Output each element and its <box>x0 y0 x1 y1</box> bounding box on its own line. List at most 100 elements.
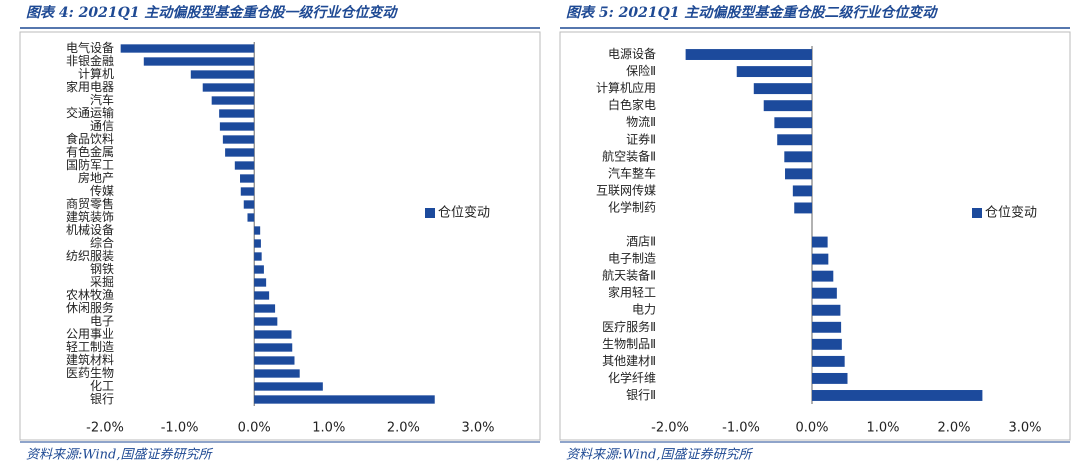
bar <box>792 185 812 197</box>
bar <box>812 270 834 282</box>
y-tick-label: 银行 <box>90 392 114 406</box>
legend-swatch <box>425 208 435 218</box>
x-tick-label: 3.0% <box>461 421 494 436</box>
y-tick-label: 非银金融 <box>66 53 114 68</box>
bar <box>240 174 255 183</box>
y-tick-label: 家用电器 <box>66 79 114 94</box>
bar <box>774 117 812 129</box>
y-tick-label: 有色金属 <box>66 144 114 159</box>
bar <box>812 390 983 401</box>
bar <box>254 317 278 326</box>
bar <box>812 304 841 316</box>
bar <box>240 187 255 196</box>
bar <box>794 202 812 214</box>
bar <box>254 330 292 339</box>
y-tick-label: 纺织服装 <box>66 249 114 263</box>
y-tick-label: 汽车 <box>90 92 114 107</box>
y-tick-label: 电源设备 <box>608 47 656 61</box>
bar <box>736 66 812 78</box>
x-tick-label: 1.0% <box>866 421 899 436</box>
x-tick-label: 0.0% <box>795 421 828 436</box>
x-tick-label: 2.0% <box>387 421 420 436</box>
y-tick-label: 银行Ⅱ <box>626 388 656 402</box>
y-tick-label: 证券Ⅱ <box>626 131 656 146</box>
y-tick-label: 电子制造 <box>608 252 656 266</box>
bar <box>753 83 812 95</box>
y-tick-label: 公用事业 <box>66 327 114 341</box>
y-tick-label: 汽车整车 <box>608 165 656 180</box>
bar <box>785 168 812 180</box>
y-tick-label: 计算机 <box>78 66 114 81</box>
y-tick-label: 化工 <box>90 379 114 393</box>
y-tick-label: 电子 <box>90 314 114 328</box>
y-tick-label: 商贸零售 <box>66 196 114 211</box>
y-tick-label: 其他建材Ⅱ <box>602 354 656 368</box>
plot-frame <box>19 31 541 441</box>
bar <box>254 239 261 248</box>
bar <box>254 278 267 287</box>
bar <box>247 213 255 222</box>
bar <box>812 338 842 350</box>
y-tick-label: 医药生物 <box>66 366 114 380</box>
y-tick-label: 钢铁 <box>90 262 114 276</box>
y-tick-label: 采掘 <box>90 274 114 289</box>
x-tick-label: -2.0% <box>86 421 124 436</box>
y-tick-label: 轻工制造 <box>66 340 114 354</box>
x-tick-label: 1.0% <box>312 421 345 436</box>
bar <box>254 252 262 261</box>
x-tick-label: -1.0% <box>161 421 199 436</box>
y-tick-label: 化学制药 <box>608 199 656 214</box>
bar <box>254 226 261 235</box>
y-tick-label: 建筑装饰 <box>66 209 114 224</box>
bar <box>777 134 812 146</box>
bar <box>812 321 842 333</box>
bar <box>254 356 295 365</box>
y-tick-label: 食品饮料 <box>66 131 114 146</box>
bar <box>219 109 255 118</box>
bar <box>254 369 300 378</box>
bar <box>211 96 255 105</box>
bar <box>254 304 276 313</box>
legend-label: 仓位变动 <box>438 205 490 221</box>
plot-frame <box>559 31 1071 441</box>
bar <box>254 395 435 404</box>
x-tick-label: 3.0% <box>1008 421 1041 436</box>
bar <box>254 265 264 274</box>
bar <box>812 236 828 248</box>
bar <box>812 287 837 299</box>
y-tick-label: 房地产 <box>78 170 114 185</box>
bar <box>812 355 845 367</box>
y-tick-label: 国防军工 <box>66 157 114 172</box>
bar <box>254 343 293 352</box>
bar <box>812 372 848 384</box>
bar <box>190 70 255 79</box>
y-tick-label: 家用轻工 <box>608 285 656 300</box>
y-tick-label: 建筑材料 <box>66 352 114 367</box>
source: 资料来源:Wind,国盛证券研究所 <box>26 447 213 463</box>
y-tick-label: 航空装备Ⅱ <box>602 148 656 163</box>
legend-label: 仓位变动 <box>985 205 1037 221</box>
y-tick-label: 休闲服务 <box>66 300 114 315</box>
y-tick-label: 互联网传媒 <box>596 182 656 197</box>
y-tick-label: 化学纤维 <box>608 370 656 385</box>
y-tick-label: 机械设备 <box>66 222 114 237</box>
y-tick-label: 农林牧渔 <box>66 288 114 302</box>
bar <box>685 49 812 60</box>
bar <box>143 57 255 66</box>
bar <box>202 83 255 92</box>
x-tick-label: -1.0% <box>722 421 760 436</box>
bar <box>763 100 812 112</box>
x-tick-label: 2.0% <box>937 421 970 436</box>
legend-swatch <box>972 208 982 218</box>
chart-title: 图表 5: 2021Q1 主动偏股型基金重仓股二级行业仓位变动 <box>566 4 938 21</box>
bar <box>254 382 323 391</box>
y-tick-label: 物流Ⅱ <box>626 115 656 129</box>
y-tick-label: 综合 <box>90 235 114 250</box>
chart-title: 图表 4: 2021Q1 主动偏股型基金重仓股一级行业仓位变动 <box>26 4 398 21</box>
y-tick-label: 保险Ⅱ <box>626 63 656 78</box>
bar <box>243 200 255 209</box>
bar <box>120 44 255 53</box>
bar <box>812 253 829 265</box>
